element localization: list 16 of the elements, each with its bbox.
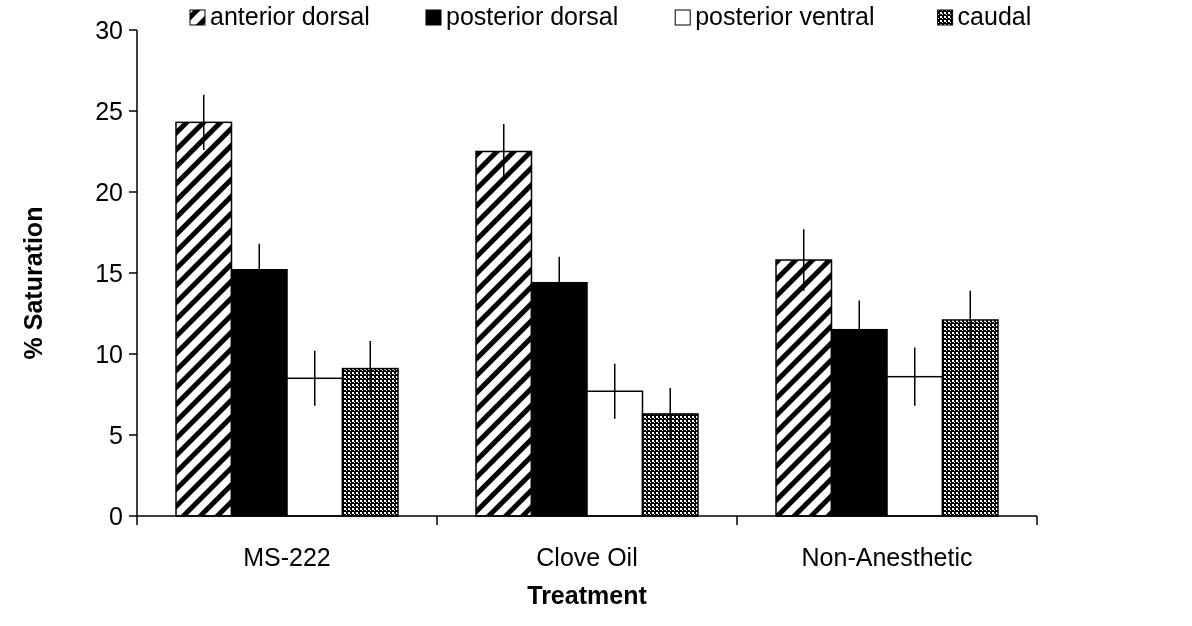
y-tick-label: 30	[95, 15, 123, 44]
y-tick-label: 15	[95, 258, 123, 287]
x-tick-label: Non-Anesthetic	[801, 543, 973, 571]
y-tick-label: 10	[95, 339, 123, 368]
x-tick-label: Clove Oil	[536, 543, 638, 571]
legend-label: posterior dorsal	[446, 2, 619, 30]
legend-label: anterior dorsal	[210, 2, 370, 30]
y-tick-label: 25	[95, 96, 123, 125]
y-tick-label: 0	[109, 501, 123, 530]
x-axis-title: Treatment	[527, 581, 648, 609]
y-axis-title: % Saturation	[19, 206, 47, 360]
legend-label: caudal	[957, 2, 1032, 30]
y-tick-label: 20	[95, 177, 123, 206]
y-tick-label: 5	[109, 420, 123, 449]
legend-label: posterior ventral	[695, 2, 875, 30]
x-tick-label: MS-222	[243, 543, 331, 571]
